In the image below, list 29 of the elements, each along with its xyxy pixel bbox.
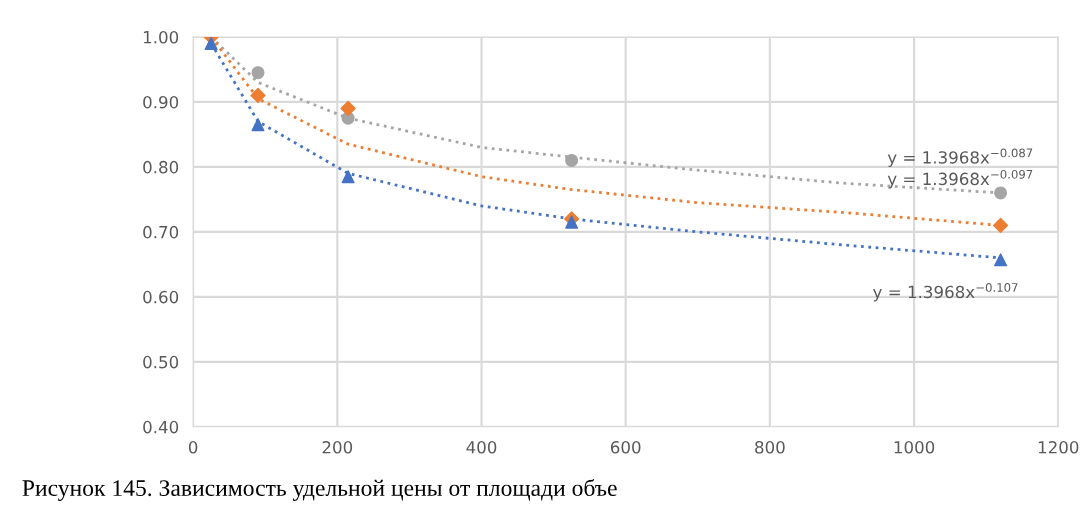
point [992, 217, 1009, 234]
point [204, 36, 218, 50]
x-tick-label: 400 [466, 441, 497, 454]
point [251, 66, 265, 80]
annotation: y = 1.3968x$^{−0.097}$ [887, 169, 1033, 189]
annotation: y = 1.3968x$^{−0.087}$ [887, 148, 1033, 167]
x-tick-label: 600 [610, 441, 641, 454]
x-tick-label: 1200 [1038, 441, 1079, 454]
point [250, 87, 266, 104]
y-tick-label: 0.60 [143, 290, 179, 304]
x-tick-label: 0 [188, 441, 198, 454]
point [251, 118, 265, 132]
y-tick-label: 0.50 [143, 355, 179, 369]
text: Рисунок 145. Зависимость удельной цены от площади объе [22, 478, 617, 501]
y-tick-label: 0.90 [143, 95, 179, 109]
y-tick-label: 0.40 [143, 420, 179, 434]
y-tick-label: 1.00 [143, 30, 179, 44]
point [994, 186, 1008, 200]
y-tick-label: 0.70 [143, 225, 179, 239]
y-tick-label: 0.80 [143, 160, 179, 174]
point [565, 215, 579, 229]
annotation: y = 1.3968x$^{−0.107}$ [873, 282, 1018, 302]
x-tick-label: 200 [322, 441, 353, 454]
point [341, 170, 355, 184]
point [565, 153, 579, 167]
point [994, 253, 1008, 267]
x-tick-label: 1000 [894, 441, 935, 454]
x-tick-label: 800 [755, 441, 785, 454]
point [340, 100, 356, 117]
